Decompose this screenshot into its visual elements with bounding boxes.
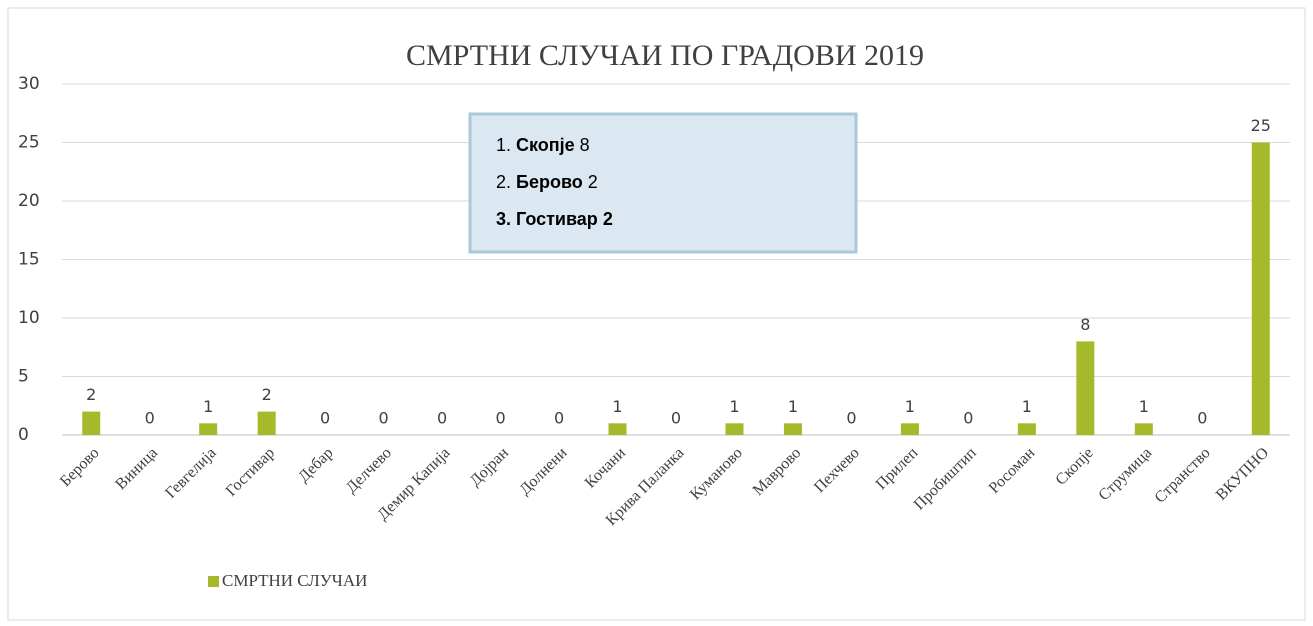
bar	[725, 423, 744, 435]
bar	[783, 423, 802, 435]
data-label: 25	[1251, 116, 1271, 135]
bar	[199, 423, 218, 435]
annotation-part: 2	[603, 209, 613, 229]
annotation-part: Скопје	[516, 135, 575, 155]
chart-title: СМРТНИ СЛУЧАИ ПО ГРАДОВИ 2019	[406, 39, 924, 72]
data-label: 2	[262, 385, 272, 404]
data-label: 0	[495, 409, 505, 428]
data-label: 1	[612, 397, 622, 416]
y-tick-label: 20	[18, 191, 40, 211]
y-tick-label: 5	[18, 367, 29, 387]
bar	[900, 423, 919, 435]
data-label: 1	[905, 397, 915, 416]
annotation-part: 1.	[496, 135, 511, 155]
data-label: 0	[145, 409, 155, 428]
legend-swatch	[208, 576, 219, 587]
bar	[82, 411, 101, 435]
data-label: 0	[437, 409, 447, 428]
bar	[1076, 341, 1095, 435]
annotation-box: 1. Скопје 82. Берово 23. Гостивар 2	[468, 112, 858, 254]
data-label: 8	[1080, 315, 1090, 334]
data-label: 1	[788, 397, 798, 416]
data-label: 1	[729, 397, 739, 416]
data-label: 2	[86, 385, 96, 404]
bar	[257, 411, 276, 435]
y-tick-label: 25	[18, 133, 40, 153]
bar	[1017, 423, 1036, 435]
data-label: 0	[379, 409, 389, 428]
annotation-line: 3. Гостивар 2	[496, 209, 613, 229]
bar	[608, 423, 627, 435]
y-tick-label: 30	[18, 74, 40, 94]
legend-label: СМРТНИ СЛУЧАИ	[222, 571, 367, 590]
data-label: 0	[554, 409, 564, 428]
data-label: 0	[846, 409, 856, 428]
bar	[1134, 423, 1153, 435]
data-label: 0	[963, 409, 973, 428]
data-label: 0	[320, 409, 330, 428]
annotation-part: Берово	[516, 172, 583, 192]
y-tick-label: 10	[18, 308, 40, 328]
bar	[1251, 142, 1270, 435]
annotation-part: Гостивар	[516, 209, 598, 229]
data-label: 1	[203, 397, 213, 416]
chart-border	[7, 7, 1306, 621]
y-tick-label: 15	[18, 250, 40, 270]
annotation-part: 2	[588, 172, 598, 192]
annotation-part: 2.	[496, 172, 511, 192]
annotation-line: 2. Берово 2	[496, 172, 598, 192]
y-tick-label: 0	[18, 425, 29, 445]
data-label: 1	[1139, 397, 1149, 416]
annotation-line: 1. Скопје 8	[496, 135, 590, 155]
data-label: 1	[1022, 397, 1032, 416]
data-label: 0	[671, 409, 681, 428]
annotation-part: 3.	[496, 209, 511, 229]
data-label: 0	[1197, 409, 1207, 428]
annotation-bg	[468, 112, 858, 254]
annotation-part: 8	[580, 135, 590, 155]
